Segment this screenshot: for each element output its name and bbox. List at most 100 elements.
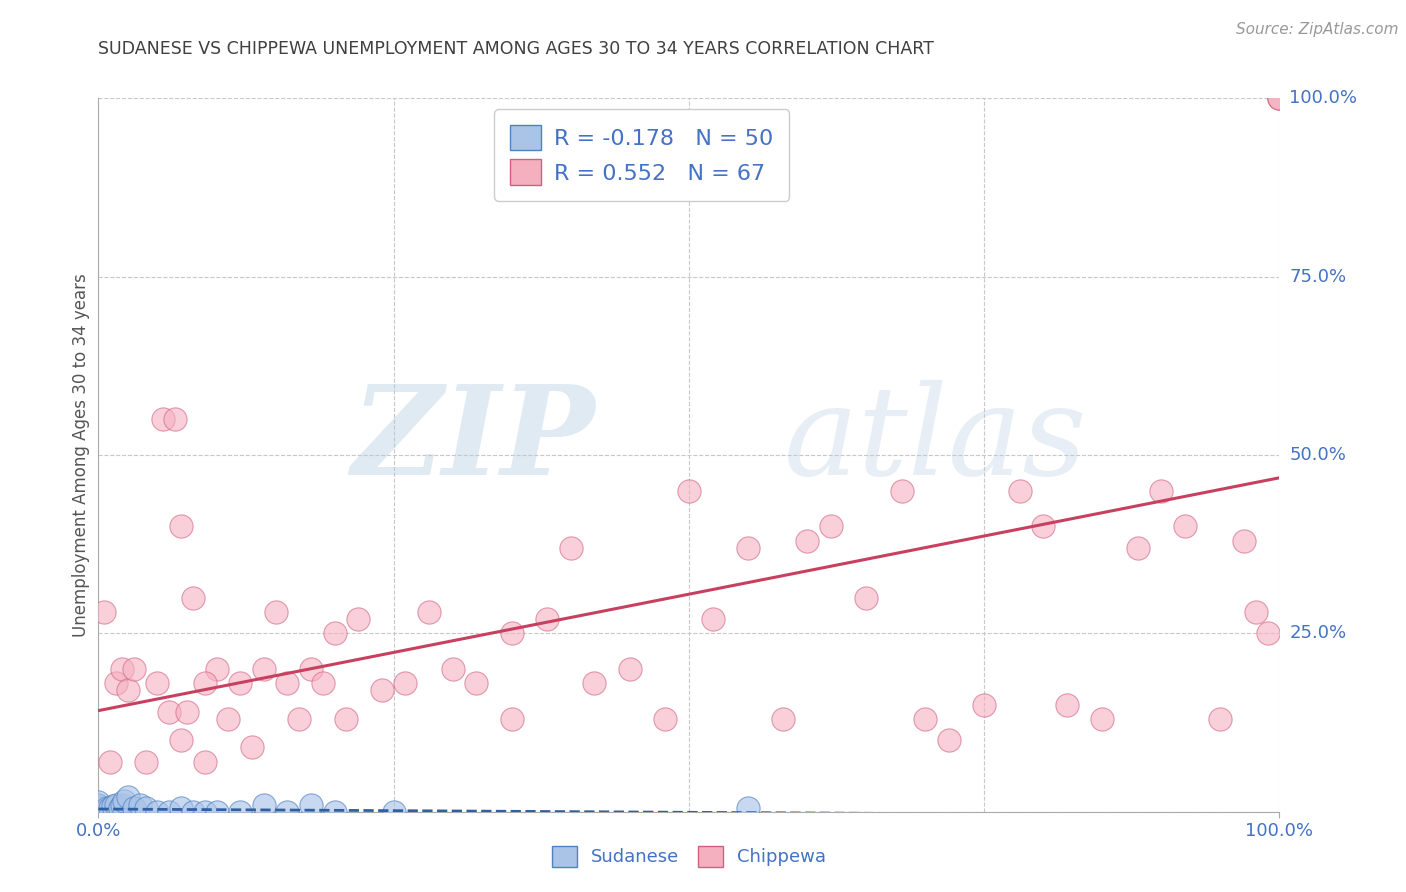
Point [98,801,121,815]
Point [371,683,394,698]
Point [560,541,582,555]
Point [170,733,193,747]
Point [312,676,335,690]
Point [702,612,724,626]
Point [93,605,115,619]
Point [1268,91,1291,105]
Point [157,805,180,819]
Point [299,662,322,676]
Text: ZIP: ZIP [350,380,595,501]
Point [128,797,150,812]
Point [1150,483,1173,498]
Point [1174,519,1197,533]
Point [122,801,145,815]
Point [914,712,936,726]
Text: Source: ZipAtlas.com: Source: ZipAtlas.com [1236,22,1399,37]
Point [796,533,818,548]
Point [108,801,131,815]
Point [1209,712,1232,726]
Point [194,676,217,690]
Point [170,801,193,815]
Point [938,733,960,747]
Point [135,755,157,769]
Point [87,805,110,819]
Point [87,805,110,819]
Point [501,712,523,726]
Point [737,801,759,815]
Point [583,676,606,690]
Point [194,755,217,769]
Point [87,805,110,819]
Point [264,605,287,619]
Point [394,676,416,690]
Point [229,805,252,819]
Point [146,805,169,819]
Legend: Sudanese, Chippewa: Sudanese, Chippewa [544,838,834,874]
Point [87,805,110,819]
Point [87,805,110,819]
Point [501,626,523,640]
Point [240,740,263,755]
Point [654,712,676,726]
Text: 25.0%: 25.0% [1289,624,1347,642]
Point [619,662,641,676]
Point [105,676,128,690]
Point [299,797,322,812]
Text: 100.0%: 100.0% [1289,89,1357,107]
Point [87,797,110,812]
Point [146,676,169,690]
Point [323,805,346,819]
Point [276,805,298,819]
Point [117,683,139,698]
Point [93,805,115,819]
Point [117,790,139,805]
Point [101,799,124,814]
Point [111,662,134,676]
Point [87,805,110,819]
Point [1268,91,1291,105]
Point [87,805,110,819]
Point [152,412,174,426]
Point [465,676,488,690]
Point [135,801,157,815]
Text: atlas: atlas [783,380,1087,501]
Point [112,794,135,808]
Point [335,712,357,726]
Point [323,626,346,640]
Text: 75.0%: 75.0% [1289,268,1347,285]
Point [87,805,110,819]
Point [217,712,239,726]
Text: SUDANESE VS CHIPPEWA UNEMPLOYMENT AMONG AGES 30 TO 34 YEARS CORRELATION CHART: SUDANESE VS CHIPPEWA UNEMPLOYMENT AMONG … [98,40,935,58]
Point [1233,533,1256,548]
Point [165,412,187,426]
Point [229,676,252,690]
Point [122,662,145,676]
Y-axis label: Unemployment Among Ages 30 to 34 years: Unemployment Among Ages 30 to 34 years [72,273,90,637]
Point [253,797,276,812]
Point [536,612,558,626]
Point [890,483,912,498]
Point [157,705,180,719]
Point [1268,91,1291,105]
Point [288,712,311,726]
Point [87,805,110,819]
Point [737,541,759,555]
Point [87,805,110,819]
Point [87,805,110,819]
Point [87,801,110,815]
Point [382,805,405,819]
Point [253,662,276,676]
Point [205,662,228,676]
Point [347,612,370,626]
Point [87,805,110,819]
Point [1008,483,1031,498]
Point [111,797,134,812]
Point [87,801,110,815]
Point [87,805,110,819]
Point [1257,626,1279,640]
Point [96,801,118,815]
Point [194,805,217,819]
Point [973,698,995,712]
Point [176,705,198,719]
Point [820,519,842,533]
